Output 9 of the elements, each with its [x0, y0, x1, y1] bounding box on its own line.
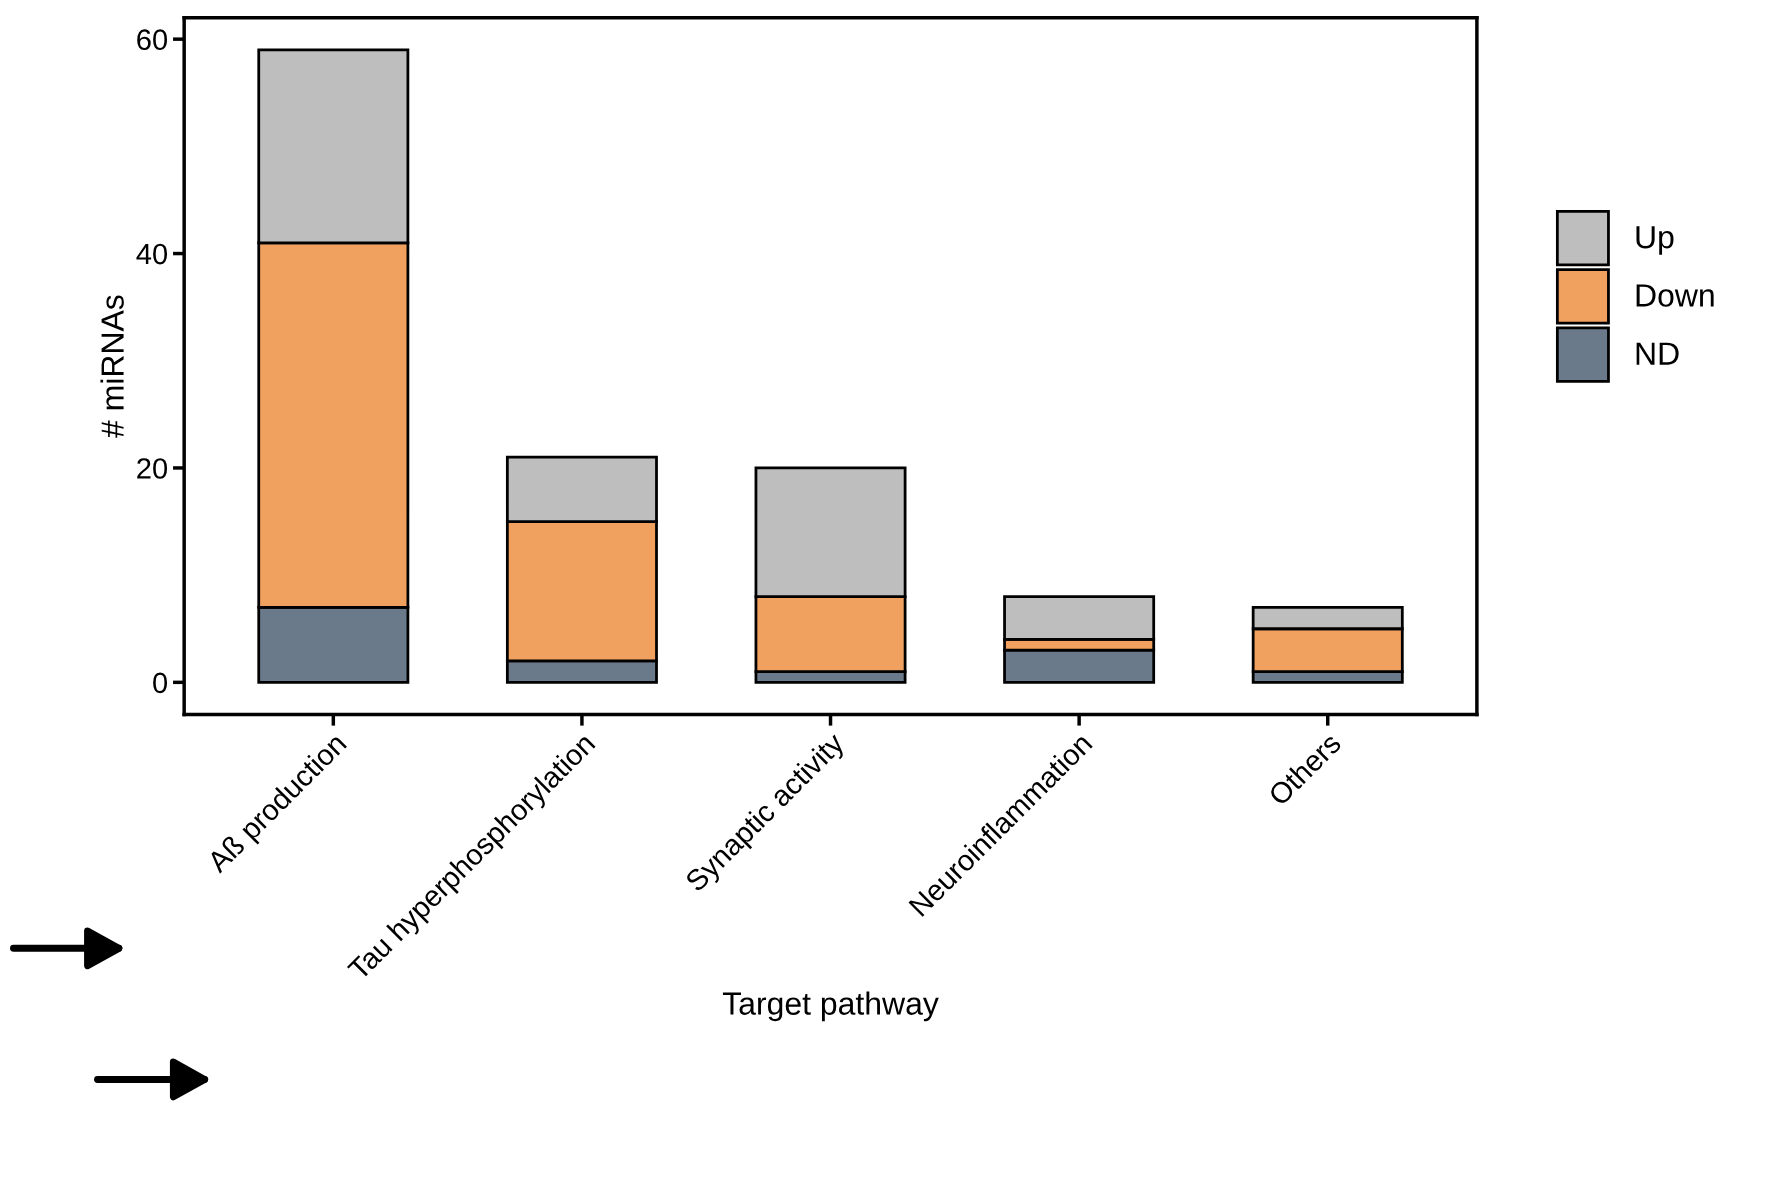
legend-label: Up: [1636, 226, 1674, 255]
y-axis-title: # miRNAs: [100, 295, 124, 438]
x-axis-title: Target pathway: [722, 991, 939, 1022]
legend-label: ND: [1636, 342, 1679, 365]
y-tick-label: 60: [137, 29, 168, 51]
y-tick-label: 0: [153, 672, 168, 694]
y-tick-label: 20: [137, 458, 168, 479]
y-tick-label: 40: [136, 243, 168, 265]
legend-label: Down: [1636, 284, 1714, 307]
